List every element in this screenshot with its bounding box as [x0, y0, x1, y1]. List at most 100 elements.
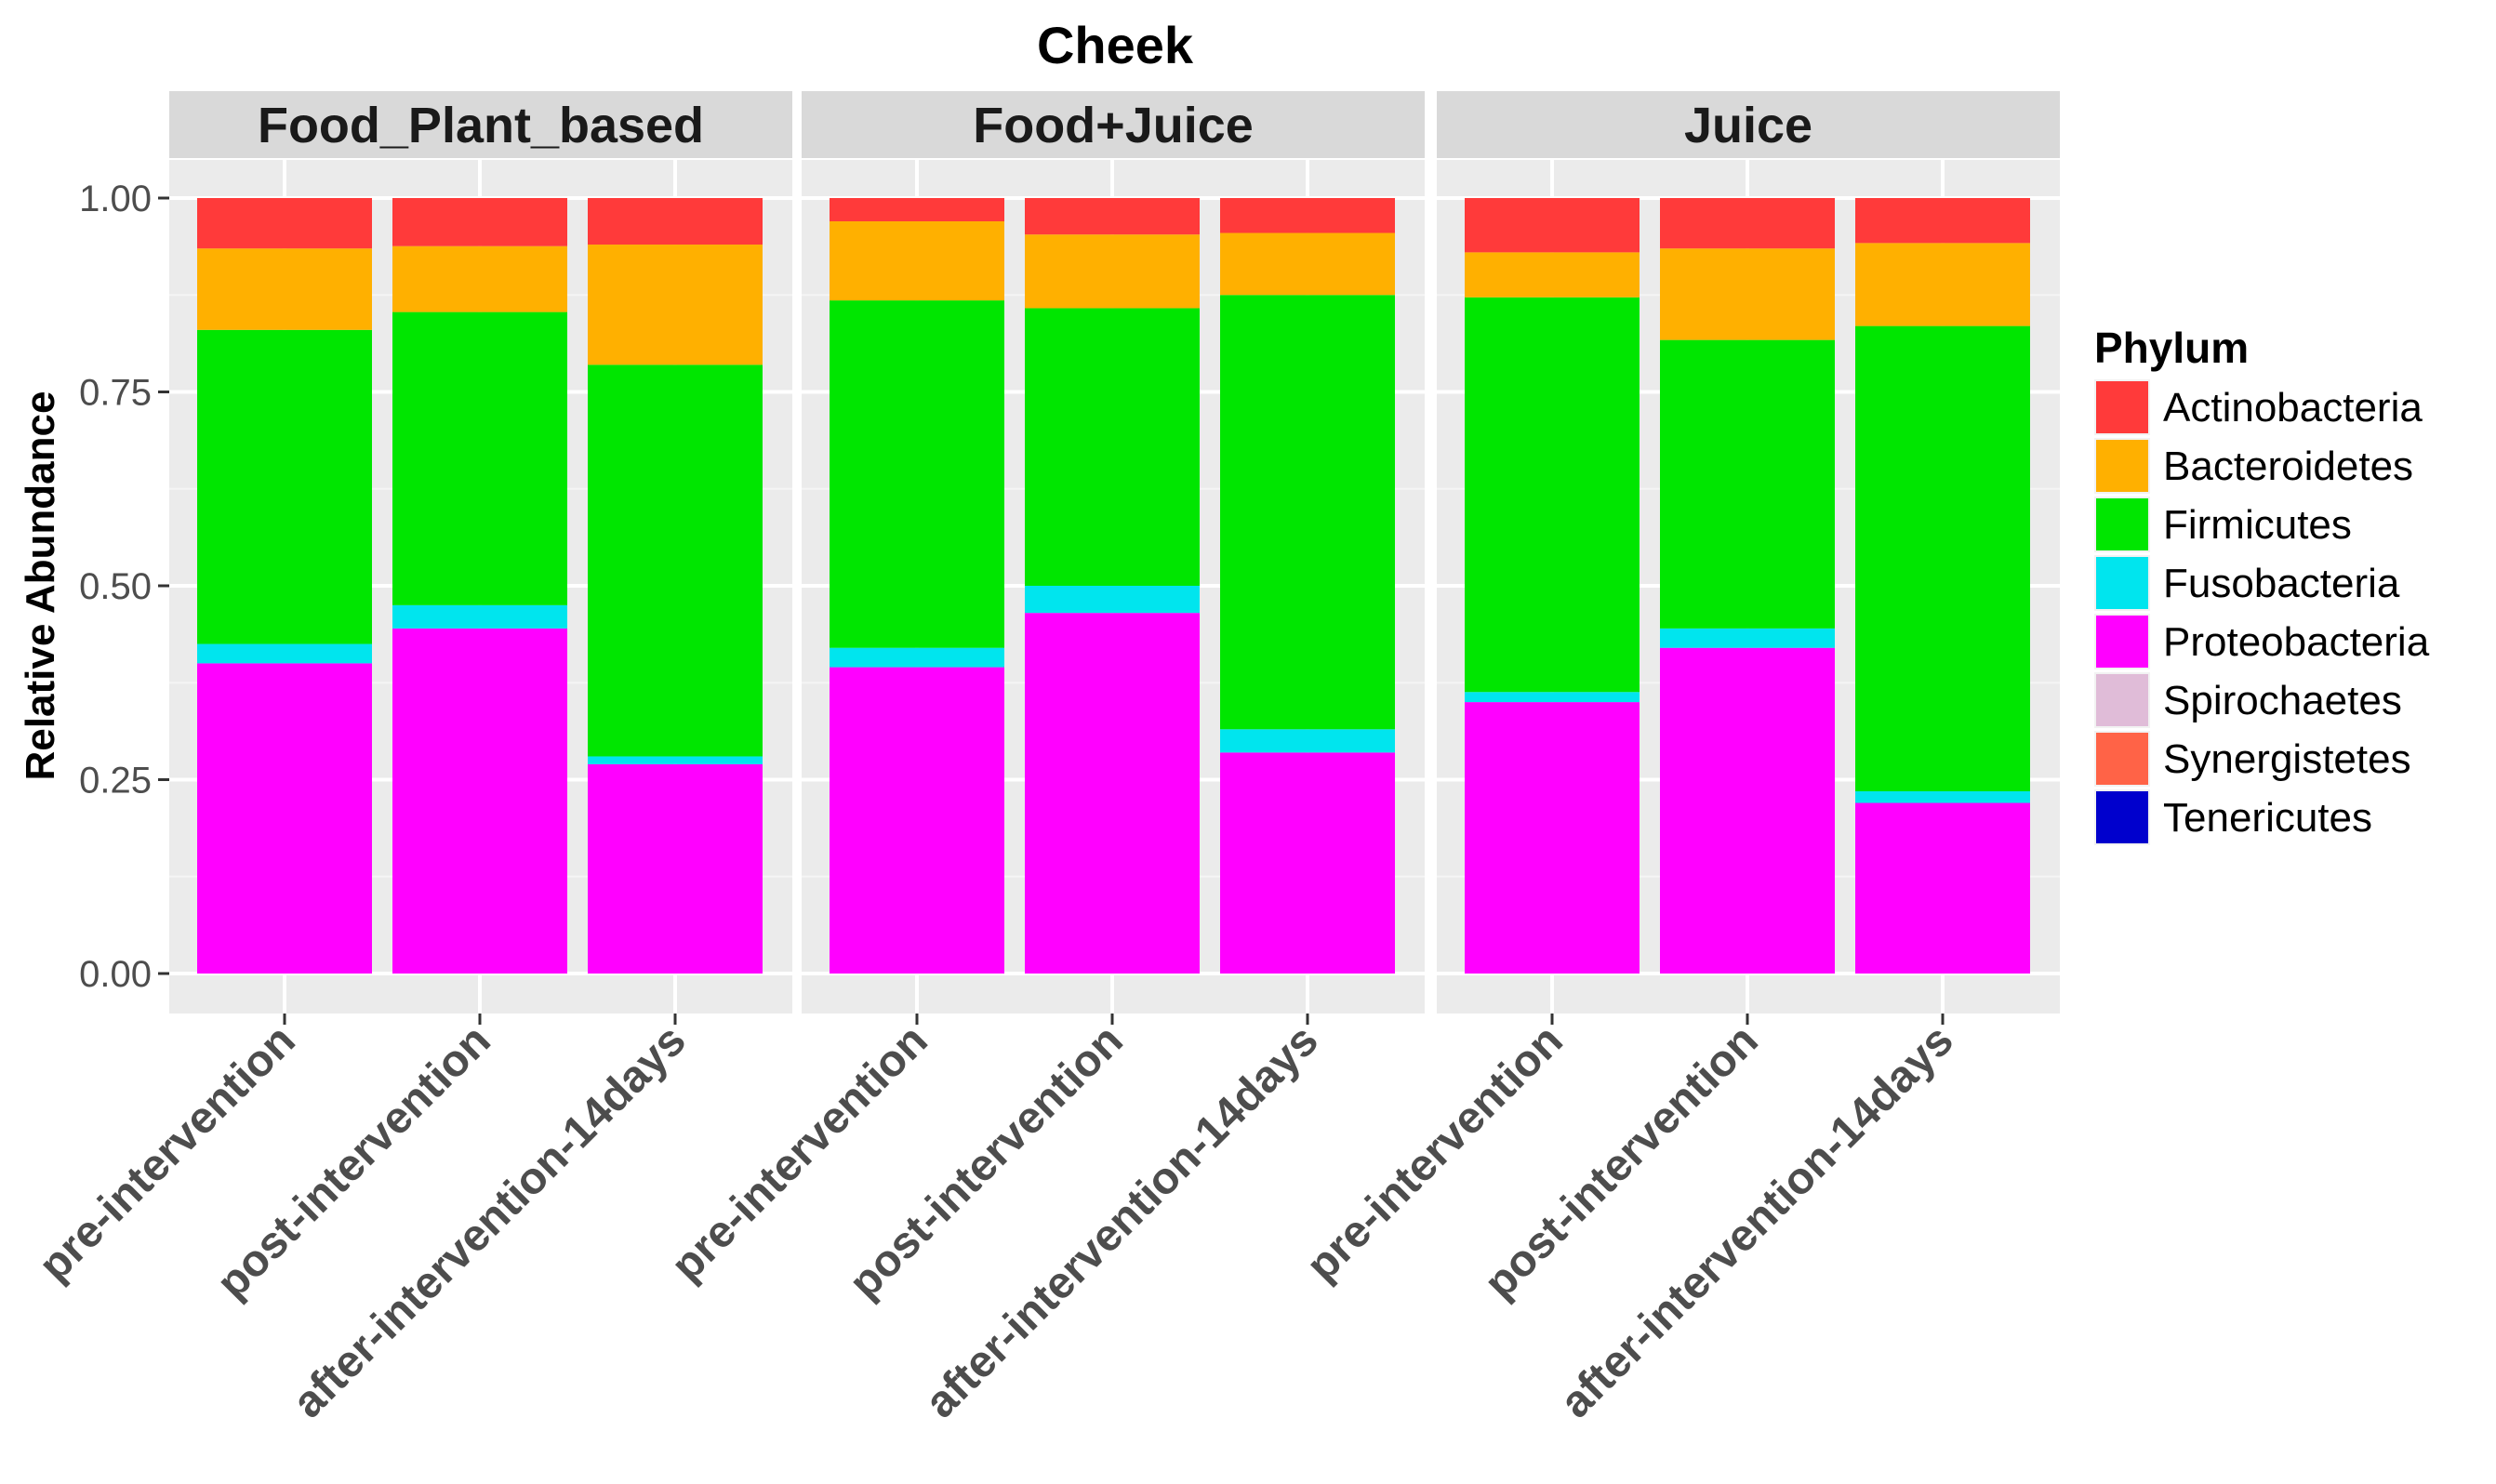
bar-segment-fusobacteria	[197, 643, 372, 664]
legend-swatch	[2096, 381, 2148, 433]
stacked-bar	[1855, 198, 2030, 974]
stacked-bar	[1465, 198, 1640, 974]
bar-segment-firmicutes	[588, 364, 763, 757]
chart-title: Cheek	[1037, 16, 1194, 74]
bar-segment-bacteroidetes	[1025, 234, 1200, 309]
x-tick-label: after-intervention-14days	[916, 1015, 1328, 1427]
bar-segment-actinobacteria	[830, 198, 1004, 222]
bar-segment-firmicutes	[1465, 297, 1640, 693]
legend-swatch	[2096, 440, 2148, 492]
bar-segment-proteobacteria	[830, 667, 1004, 974]
legend-item: Tenericutes	[2094, 789, 2372, 845]
legend-item: Synergistetes	[2094, 731, 2411, 787]
bar-segment-firmicutes	[1855, 325, 2030, 792]
legend-item: Firmicutes	[2094, 497, 2352, 552]
facet-strip	[1437, 91, 2060, 158]
stacked-bar	[588, 198, 763, 974]
bar-segment-fusobacteria	[588, 756, 763, 764]
bar-segment-fusobacteria	[1465, 692, 1640, 703]
y-tick-label: 0.75	[79, 373, 152, 414]
facet-strip	[169, 91, 792, 158]
legend-label: Bacteroidetes	[2163, 444, 2413, 489]
legend-swatch	[2096, 791, 2148, 843]
bar-segment-actinobacteria	[1220, 198, 1395, 233]
bar-segment-proteobacteria	[392, 628, 567, 974]
bar-segment-proteobacteria	[197, 663, 372, 974]
legend-swatch	[2096, 557, 2148, 609]
bar-segment-bacteroidetes	[1660, 248, 1835, 340]
legend-label: Actinobacteria	[2163, 385, 2423, 431]
legend-item: Proteobacteria	[2094, 614, 2430, 669]
bar-segment-fusobacteria	[392, 604, 567, 629]
bar-segment-actinobacteria	[1025, 198, 1200, 235]
stacked-bar	[1660, 198, 1835, 974]
bar-segment-bacteroidetes	[1855, 243, 2030, 326]
bar-segment-actinobacteria	[392, 198, 567, 246]
stacked-bar	[197, 198, 372, 974]
bar-segment-actinobacteria	[588, 198, 763, 245]
stacked-bar	[1025, 198, 1200, 974]
y-axis-title: Relative Abundance	[18, 391, 63, 781]
bar-segment-fusobacteria	[1855, 791, 2030, 803]
legend-swatch	[2096, 674, 2148, 726]
facet-strip-label: Food+Juice	[973, 98, 1254, 153]
bar-segment-actinobacteria	[1855, 198, 2030, 244]
bar-segment-proteobacteria	[1465, 702, 1640, 974]
bar-segment-proteobacteria	[1660, 647, 1835, 974]
legend-swatch	[2096, 616, 2148, 668]
bar-segment-firmicutes	[1660, 339, 1835, 629]
facet-strip	[802, 91, 1425, 158]
bar-segment-bacteroidetes	[588, 245, 763, 365]
legend-label: Proteobacteria	[2163, 619, 2430, 665]
legend-swatch	[2096, 498, 2148, 550]
stacked-bar	[1220, 198, 1395, 974]
facet-strip-label: Juice	[1684, 98, 1812, 153]
bar-segment-bacteroidetes	[1465, 252, 1640, 298]
bar-segment-firmicutes	[1025, 308, 1200, 586]
facet-strip-label: Food_Plant_based	[258, 98, 704, 153]
y-tick-label: 0.00	[79, 954, 152, 995]
bar-segment-actinobacteria	[1660, 198, 1835, 249]
legend-item: Actinobacteria	[2094, 379, 2423, 435]
stacked-bar	[392, 198, 567, 974]
bar-segment-fusobacteria	[1220, 729, 1395, 753]
facet-panel-0: Food_Plant_basedpre-interventionpost-int…	[30, 91, 792, 1427]
legend-item: Fusobacteria	[2094, 555, 2400, 611]
legend-item: Bacteroidetes	[2094, 438, 2413, 494]
bar-segment-firmicutes	[1220, 295, 1395, 730]
x-tick-label: after-intervention-14days	[284, 1015, 696, 1427]
bar-segment-fusobacteria	[830, 647, 1004, 668]
legend-label: Synergistetes	[2163, 736, 2411, 782]
bar-segment-firmicutes	[197, 329, 372, 644]
bar-segment-bacteroidetes	[1220, 232, 1395, 296]
legend: Phylum Actinobacteria Bacteroidetes Firmicu…	[2094, 324, 2430, 845]
legend-item: Spirochaetes	[2094, 672, 2402, 728]
legend-title: Phylum	[2094, 324, 2249, 372]
y-tick-label: 0.25	[79, 761, 152, 802]
bar-segment-proteobacteria	[1025, 613, 1200, 974]
bar-segment-bacteroidetes	[830, 221, 1004, 301]
legend-label: Spirochaetes	[2163, 678, 2402, 723]
y-tick-label: 0.50	[79, 566, 152, 607]
bar-segment-proteobacteria	[1855, 802, 2030, 974]
bar-segment-bacteroidetes	[392, 245, 567, 312]
legend-label: Fusobacteria	[2163, 561, 2400, 606]
y-axis: 0.00 0.25 0.50 0.75 1.00	[79, 179, 169, 995]
bar-segment-actinobacteria	[1465, 198, 1640, 253]
y-tick-label: 1.00	[79, 179, 152, 219]
bar-segment-bacteroidetes	[197, 248, 372, 330]
bar-segment-firmicutes	[392, 311, 567, 605]
bar-segment-firmicutes	[830, 300, 1004, 648]
bar-segment-fusobacteria	[1025, 586, 1200, 614]
legend-swatch	[2096, 733, 2148, 785]
stacked-bar	[830, 198, 1004, 974]
bar-segment-fusobacteria	[1660, 628, 1835, 648]
bar-segment-proteobacteria	[1220, 752, 1395, 974]
bar-segment-proteobacteria	[588, 763, 763, 974]
legend-label: Firmicutes	[2163, 502, 2352, 548]
bar-segment-actinobacteria	[197, 198, 372, 249]
facet-panels: Food_Plant_basedpre-interventionpost-int…	[30, 91, 2060, 1427]
legend-label: Tenericutes	[2163, 795, 2372, 841]
x-tick-label: after-intervention-14days	[1551, 1015, 1963, 1427]
